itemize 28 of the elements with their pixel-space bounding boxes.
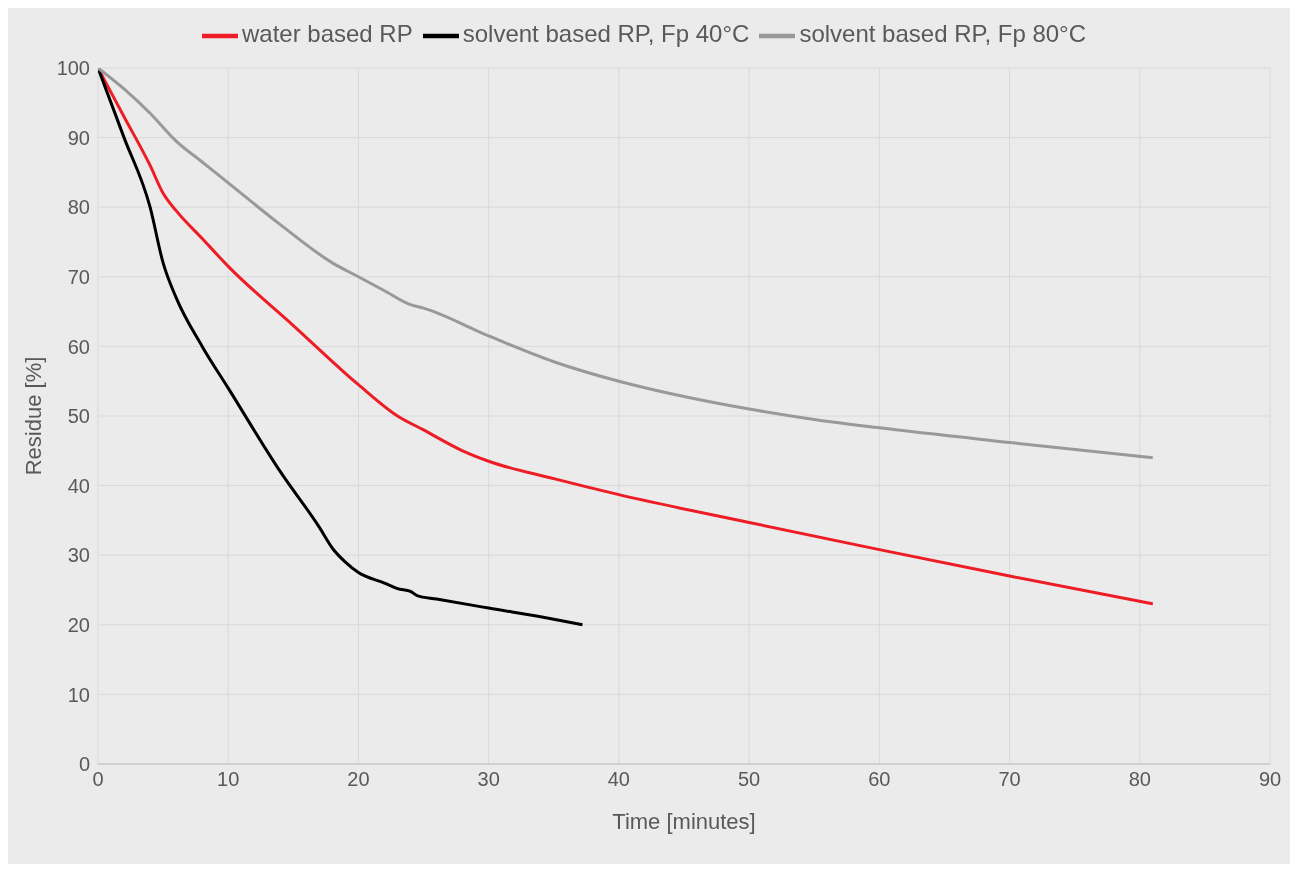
x-tick-label: 70 (998, 768, 1021, 791)
x-tick-label: 0 (92, 768, 104, 791)
x-tick-label: 20 (347, 768, 370, 791)
x-tick-label: 50 (737, 768, 761, 791)
x-tick-label: 10 (217, 768, 240, 791)
y-axis-title: Residue [%] (20, 356, 46, 476)
x-tick-label: 90 (1258, 768, 1282, 791)
y-tick-label: 70 (67, 265, 90, 288)
line-series (98, 68, 1155, 460)
y-tick-label: 40 (67, 474, 90, 497)
y-tick-label: 30 (67, 544, 90, 567)
y-tick-label: 10 (67, 683, 90, 706)
x-tick-label: 60 (868, 768, 891, 791)
line-series (98, 68, 584, 627)
y-tick-label: 90 (67, 126, 90, 149)
x-tick-label: 40 (607, 768, 631, 791)
y-tick-label: 0 (78, 753, 90, 776)
y-tick-label: 50 (67, 405, 90, 428)
legend-label: solvent based RP, Fp 80°C (799, 20, 1087, 48)
x-tick-label: 80 (1128, 768, 1151, 791)
y-tick-label: 20 (67, 613, 90, 636)
legend-label: solvent based RP, Fp 40°C (462, 20, 750, 48)
y-tick-label: 80 (67, 196, 90, 219)
x-tick-label: 30 (477, 768, 500, 791)
legend-label: water based RP (241, 20, 413, 48)
y-tick-label: 60 (67, 335, 90, 358)
x-axis-title: Time [minutes] (612, 809, 756, 834)
y-tick-label: 100 (56, 57, 90, 80)
